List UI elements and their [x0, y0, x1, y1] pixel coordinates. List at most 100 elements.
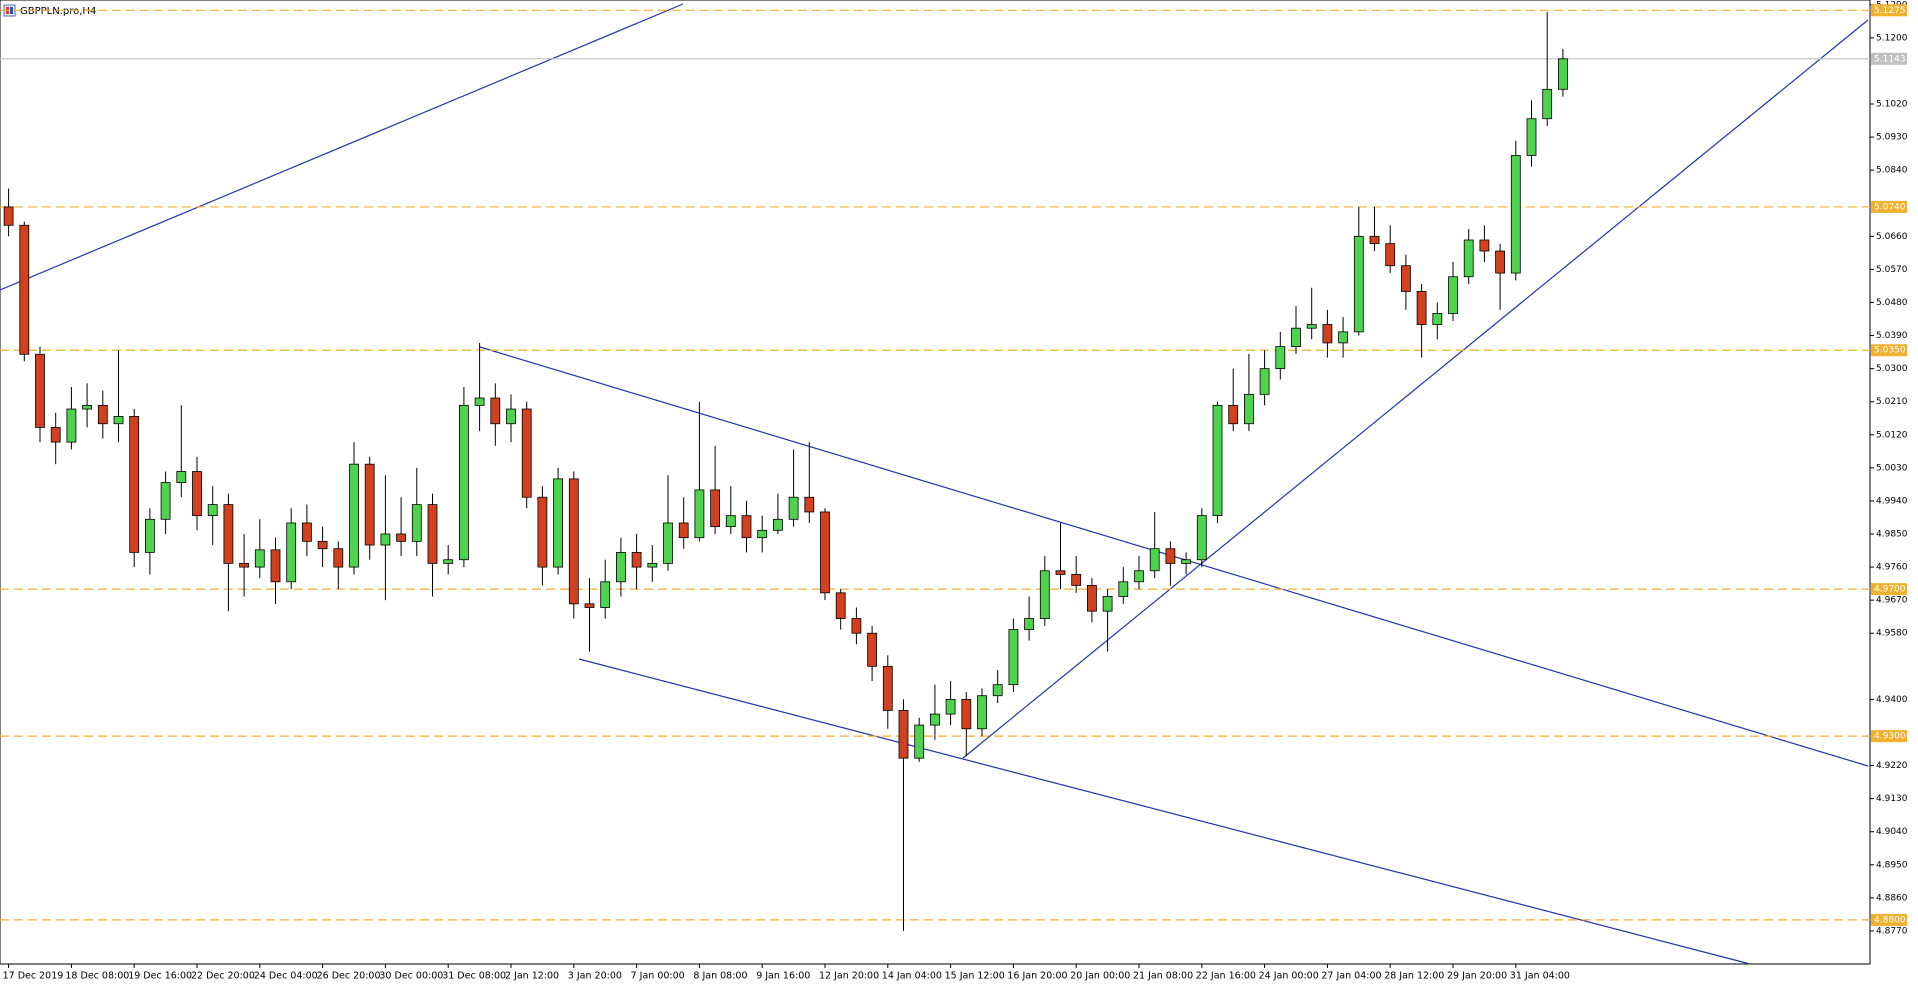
plot-frame: [0, 0, 1871, 965]
candle-body: [82, 404, 92, 410]
x-tick-label: 7 Jan 00:00: [631, 971, 685, 982]
candle-body: [1432, 313, 1443, 325]
candle-body: [207, 504, 218, 517]
candle-body: [506, 408, 516, 425]
candle-body: [631, 551, 642, 568]
candle-body: [820, 511, 830, 594]
candle-body: [961, 698, 972, 730]
y-tick-label: 4.9220: [1876, 761, 1908, 771]
candle-body: [1463, 239, 1474, 278]
candle-body: [773, 518, 783, 531]
candle-body: [568, 478, 579, 605]
candle-body: [882, 665, 893, 711]
candle-body: [1087, 585, 1097, 612]
candle-body: [443, 559, 454, 564]
x-tick-label: 26 Dec 20:00: [317, 971, 381, 982]
candle-body: [1448, 276, 1458, 314]
candle-body: [521, 408, 532, 498]
candle-body: [1165, 548, 1176, 564]
candle-body: [1039, 570, 1050, 619]
candle-body: [584, 603, 595, 608]
candle-body: [867, 632, 877, 667]
candle-body: [144, 518, 155, 553]
candle-body: [1212, 404, 1223, 517]
candle-body: [1228, 404, 1239, 425]
x-tick-label: 24 Dec 04:00: [254, 971, 318, 982]
y-tick-label: 5.0570: [1876, 265, 1908, 275]
candle-body: [364, 463, 375, 546]
level-line-label-box: [1871, 4, 1907, 17]
y-tick-label: 4.9760: [1876, 563, 1908, 573]
candle-body: [1542, 88, 1553, 120]
candle-body: [270, 549, 281, 583]
candle-body: [741, 515, 752, 539]
y-tick-label: 4.8950: [1876, 860, 1908, 870]
trendline: [578, 658, 1751, 965]
y-tick-label: 5.0660: [1876, 232, 1908, 242]
candle-body: [1401, 265, 1411, 292]
y-tick-label: 4.8860: [1876, 893, 1908, 903]
x-tick-label: 12 Jan 20:00: [819, 971, 879, 982]
x-tick-label: 18 Dec 08:00: [65, 971, 129, 982]
y-tick-label: 4.9040: [1876, 827, 1908, 837]
candle-body: [694, 489, 705, 539]
candle-body: [1385, 243, 1396, 267]
x-tick-label: 22 Dec 20:00: [191, 971, 255, 982]
candle-body: [914, 724, 925, 759]
candle-body: [380, 533, 391, 546]
x-tick-label: 24 Jan 00:00: [1259, 971, 1319, 982]
candle-body: [537, 496, 548, 568]
y-tick-label: 5.0930: [1876, 133, 1908, 143]
candle-body: [223, 504, 234, 564]
candle-body: [1558, 58, 1568, 90]
candle-body: [1024, 618, 1034, 630]
x-tick-label: 20 Jan 00:00: [1070, 971, 1130, 982]
candle-body: [1495, 250, 1505, 274]
candle-body: [1275, 346, 1286, 370]
candle-body: [286, 522, 297, 583]
candle-body: [1149, 548, 1160, 572]
candle-body: [301, 522, 312, 542]
candle-body: [1369, 235, 1380, 245]
x-tick-label: 31 Jan 04:00: [1510, 971, 1570, 982]
candle-body: [1338, 331, 1348, 344]
candle-body: [725, 515, 736, 528]
candle-body: [804, 496, 815, 513]
y-tick-label: 5.0480: [1876, 298, 1908, 308]
candle-body: [349, 463, 359, 568]
x-tick-label: 14 Jan 04:00: [882, 971, 942, 982]
candle-body: [678, 522, 689, 539]
candles: [3, 12, 1568, 931]
candle-body: [1353, 235, 1364, 333]
level-line-label: 4.8800: [1874, 915, 1906, 925]
candle-body: [1196, 515, 1207, 561]
candle-body: [458, 404, 469, 561]
candle-body: [192, 471, 202, 517]
candle-body: [129, 415, 140, 553]
x-tick-label: 27 Jan 04:00: [1321, 971, 1381, 982]
candle-body: [66, 408, 77, 443]
level-line-label: 5.0740: [1874, 202, 1906, 212]
candle-body: [1291, 327, 1301, 347]
y-tick-label: 5.0210: [1876, 397, 1908, 407]
y-tick-label: 5.0300: [1876, 364, 1908, 374]
level-line-label-box: [1871, 730, 1907, 743]
y-tick-label: 5.0120: [1876, 430, 1908, 440]
level-line-label-box: [1871, 913, 1907, 926]
candle-body: [333, 548, 344, 568]
candle-body: [1071, 574, 1082, 586]
candle-body: [490, 397, 501, 425]
candle-body: [600, 581, 611, 608]
candle-body: [945, 698, 956, 715]
candle-body: [1118, 581, 1129, 597]
bid-line-label-box: [1871, 52, 1907, 65]
y-tick-label: 5.0030: [1876, 463, 1908, 473]
candle-body: [788, 496, 799, 520]
candle-body: [160, 482, 171, 520]
x-tick-label: 31 Dec 08:00: [442, 971, 506, 982]
candle-body: [930, 713, 940, 726]
y-tick-label: 5.0390: [1876, 331, 1908, 341]
candle-body: [317, 540, 328, 550]
